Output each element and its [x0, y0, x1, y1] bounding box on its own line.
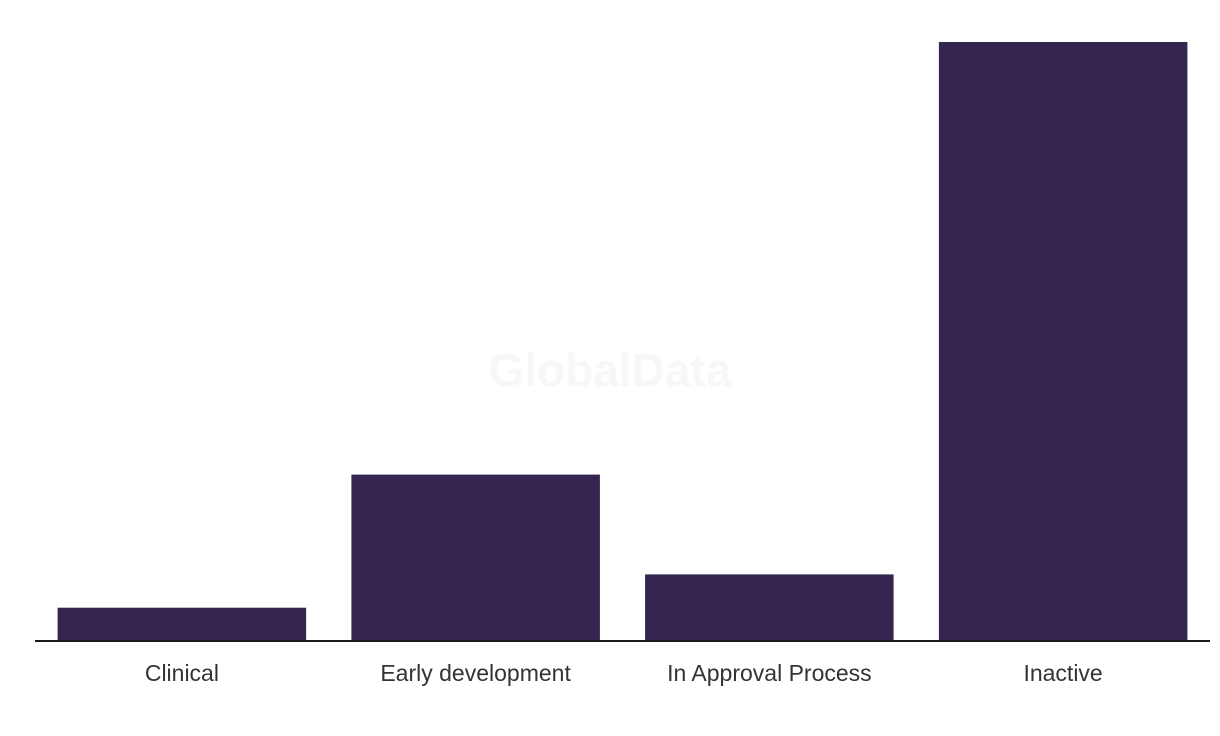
category-label: Early development: [380, 660, 571, 686]
category-label: In Approval Process: [667, 660, 872, 686]
category-label: Clinical: [145, 660, 219, 686]
category-label: Inactive: [1023, 660, 1102, 686]
bar-inactive: [938, 42, 1188, 641]
bar-in-approval-process: [645, 574, 894, 641]
bars-group: [57, 42, 1188, 641]
watermark: GlobalData: [489, 344, 732, 396]
bar-clinical: [57, 607, 307, 641]
bar-early-development: [351, 474, 600, 641]
category-labels-group: Clinical Early development In Approval Pro…: [145, 660, 1103, 686]
